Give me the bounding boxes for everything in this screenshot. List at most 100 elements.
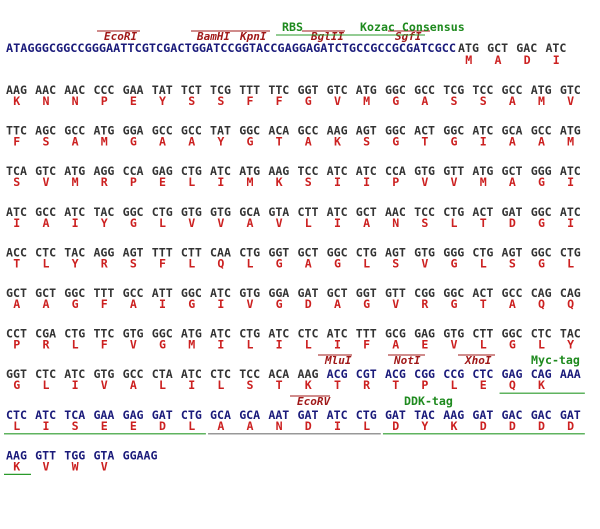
amino-acid: A: [305, 135, 312, 149]
amino-acid: N: [276, 419, 283, 433]
amino-acid: G: [451, 297, 458, 311]
amino-acid: V: [276, 216, 283, 230]
codon: GCA: [210, 408, 231, 422]
codon: GCC: [64, 124, 85, 138]
codon: CTC: [298, 327, 319, 341]
codon: TGG: [64, 448, 85, 462]
codon: ATC: [210, 164, 231, 178]
codon: GGC: [385, 124, 406, 138]
codon: TTT: [93, 286, 114, 300]
codon: GCT: [502, 164, 523, 178]
codon: CTG: [64, 327, 85, 341]
amino-acid: G: [538, 216, 545, 230]
codon: GGC: [64, 286, 85, 300]
codon: CAG: [531, 286, 552, 300]
codon: GCC: [35, 205, 56, 219]
amino-acid: I: [276, 338, 283, 352]
amino-acid: Y: [159, 94, 166, 108]
amino-acid: E: [159, 175, 166, 189]
amino-acid: L: [305, 338, 312, 352]
amino-acid: F: [276, 94, 283, 108]
codon: ATC: [210, 286, 231, 300]
amino-acid: Q: [567, 297, 574, 311]
amino-acid: A: [42, 216, 49, 230]
codon: GCC: [123, 367, 144, 381]
amino-acid: I: [72, 216, 79, 230]
codon: CGG: [414, 286, 435, 300]
codon: GCT: [487, 41, 508, 55]
codon: CTG: [560, 245, 581, 259]
codon: TTC: [6, 124, 27, 138]
amino-acid: N: [42, 94, 49, 108]
codon: CTT: [181, 245, 202, 259]
amino-acid: G: [130, 135, 137, 149]
codon: CTG: [152, 205, 173, 219]
codon: GGT: [298, 83, 319, 97]
amino-acid: K: [13, 459, 20, 473]
codon: GCC: [414, 83, 435, 97]
codon: ATG: [472, 164, 493, 178]
codon: GGAAG: [123, 448, 158, 462]
enzyme-label: MluI: [324, 354, 352, 367]
codon: GCC: [502, 286, 523, 300]
codon: GGC: [502, 327, 523, 341]
amino-acid: A: [421, 94, 428, 108]
amino-acid: S: [363, 135, 370, 149]
amino-acid: G: [509, 338, 516, 352]
codon: GCA: [239, 205, 260, 219]
amino-acid: S: [305, 175, 312, 189]
codon: GGC: [181, 286, 202, 300]
codon: ACC: [6, 245, 27, 259]
amino-acid: Q: [538, 297, 545, 311]
amino-acid: F: [159, 256, 166, 270]
codon: GAT: [152, 408, 173, 422]
codon: AAG: [6, 83, 27, 97]
amino-acid: D: [305, 419, 312, 433]
amino-acid: G: [538, 256, 545, 270]
codon: GAT: [298, 286, 319, 300]
codon: GCT: [6, 286, 27, 300]
amino-acid: S: [217, 94, 224, 108]
codon: GTC: [35, 164, 56, 178]
codon: GAA: [123, 83, 144, 97]
codon: CCA: [385, 164, 406, 178]
amino-acid: E: [130, 94, 137, 108]
amino-acid: D: [305, 297, 312, 311]
enzyme-label: BglII: [310, 30, 344, 43]
codon: GTG: [210, 205, 231, 219]
amino-acid: R: [101, 256, 108, 270]
codon: GGA: [268, 286, 289, 300]
feature-label: DDK-tag: [404, 394, 453, 408]
amino-acid: I: [72, 378, 79, 392]
codon: GGC: [385, 83, 406, 97]
amino-acid: D: [159, 419, 166, 433]
amino-acid: F: [101, 338, 108, 352]
codon: ATG: [239, 164, 260, 178]
amino-acid: R: [363, 378, 370, 392]
codon: CTT: [298, 205, 319, 219]
amino-acid: L: [480, 338, 487, 352]
codon: AAT: [268, 408, 289, 422]
amino-acid: L: [480, 256, 487, 270]
amino-acid: Q: [217, 256, 224, 270]
codon: TCA: [64, 408, 85, 422]
amino-acid: S: [72, 419, 79, 433]
codon: CCC: [93, 83, 114, 97]
amino-acid: L: [305, 216, 312, 230]
amino-acid: D: [538, 419, 545, 433]
amino-acid: K: [13, 94, 20, 108]
amino-acid: I: [567, 175, 574, 189]
codon: ATC: [327, 327, 348, 341]
amino-acid: S: [480, 94, 487, 108]
codon: ATC: [327, 408, 348, 422]
amino-acid: M: [363, 94, 370, 108]
codon: CTT: [472, 327, 493, 341]
amino-acid: F: [247, 94, 254, 108]
amino-acid: P: [421, 378, 428, 392]
amino-acid: L: [188, 256, 195, 270]
amino-acid: N: [72, 94, 79, 108]
codon: ATG: [181, 327, 202, 341]
amino-acid: S: [188, 94, 195, 108]
amino-acid: L: [188, 175, 195, 189]
